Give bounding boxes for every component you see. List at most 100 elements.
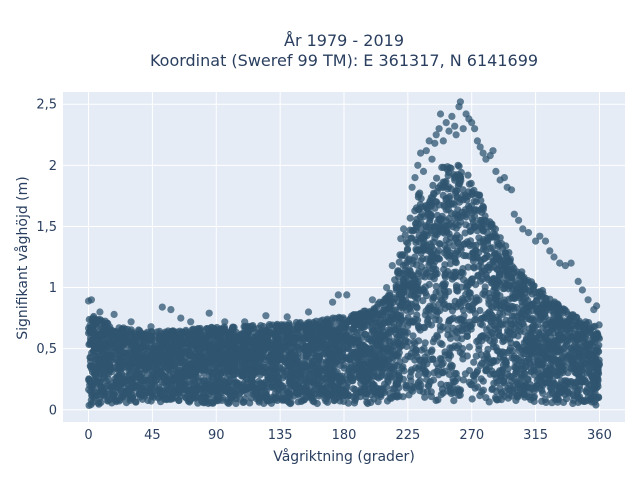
data-point — [338, 356, 346, 364]
data-point — [444, 172, 452, 180]
data-point — [461, 370, 469, 378]
data-point — [421, 289, 429, 297]
data-point — [299, 380, 307, 388]
data-point — [499, 285, 507, 293]
data-point — [560, 365, 568, 373]
data-point — [446, 344, 454, 352]
data-point — [111, 375, 119, 383]
data-point — [215, 384, 223, 392]
data-point — [141, 351, 149, 359]
data-point — [502, 242, 510, 250]
data-point — [552, 395, 560, 403]
data-point — [255, 366, 263, 374]
data-point — [438, 385, 446, 393]
data-point — [99, 387, 107, 395]
data-point — [461, 229, 469, 237]
data-point — [484, 253, 492, 261]
data-point — [458, 319, 466, 327]
data-point — [216, 325, 224, 333]
data-point — [520, 328, 529, 336]
data-point — [591, 322, 599, 330]
data-point — [526, 381, 534, 389]
data-point — [177, 339, 185, 347]
data-point — [464, 263, 472, 271]
data-point — [490, 291, 498, 299]
data-point — [503, 270, 511, 278]
data-point — [368, 325, 376, 333]
data-point — [466, 318, 474, 326]
data-point — [488, 244, 496, 252]
data-point — [445, 288, 453, 296]
data-point — [137, 341, 145, 349]
data-point — [414, 316, 422, 324]
data-point — [538, 300, 546, 308]
data-point — [216, 376, 225, 385]
data-point — [502, 249, 510, 257]
data-point — [402, 384, 410, 392]
data-point — [160, 379, 168, 387]
data-point — [280, 341, 288, 349]
data-point — [110, 390, 118, 398]
data-point — [101, 347, 109, 355]
data-point — [356, 328, 364, 336]
data-point — [543, 379, 551, 387]
data-point — [127, 395, 135, 403]
data-point — [414, 193, 422, 201]
data-point — [481, 283, 489, 291]
data-point — [162, 395, 170, 403]
data-point — [181, 332, 190, 340]
data-point — [348, 325, 356, 333]
data-point — [404, 352, 412, 360]
data-point — [287, 382, 295, 390]
data-point — [460, 276, 468, 284]
data-point — [504, 370, 512, 378]
data-point — [117, 387, 125, 395]
data-point — [372, 337, 380, 345]
data-point — [476, 306, 484, 315]
data-point — [455, 391, 463, 399]
data-point — [273, 334, 281, 342]
data-point — [148, 352, 156, 360]
data-point — [415, 267, 423, 275]
data-point — [391, 306, 400, 314]
data-point — [89, 398, 97, 406]
data-point — [471, 370, 479, 378]
data-point — [500, 379, 509, 387]
data-point — [477, 332, 485, 340]
data-point — [512, 340, 520, 348]
data-point — [221, 354, 229, 362]
data-point — [376, 356, 384, 364]
data-point — [315, 355, 323, 363]
data-point — [565, 389, 573, 397]
data-point — [262, 387, 270, 395]
data-point — [352, 394, 360, 402]
data-point — [462, 252, 470, 260]
data-point — [552, 345, 560, 353]
data-point — [406, 214, 414, 222]
data-point — [399, 283, 408, 291]
data-point — [209, 369, 217, 377]
data-point — [468, 395, 476, 403]
data-point — [436, 339, 445, 347]
data-point — [429, 181, 437, 189]
data-point — [471, 253, 479, 262]
data-point — [427, 348, 435, 356]
data-point — [278, 396, 286, 404]
data-point — [232, 328, 240, 336]
data-point — [131, 383, 139, 391]
data-point — [355, 341, 363, 349]
data-point — [457, 246, 465, 254]
data-point — [217, 341, 225, 349]
data-point — [268, 374, 276, 383]
data-point — [583, 388, 591, 396]
data-point — [426, 378, 434, 386]
data-point — [415, 205, 423, 213]
data-point — [480, 267, 489, 275]
data-point — [171, 358, 179, 366]
data-point — [447, 390, 455, 398]
data-point — [489, 274, 498, 283]
data-point — [92, 355, 100, 363]
data-point — [245, 363, 253, 371]
data-point — [465, 378, 473, 386]
data-point — [108, 399, 116, 407]
